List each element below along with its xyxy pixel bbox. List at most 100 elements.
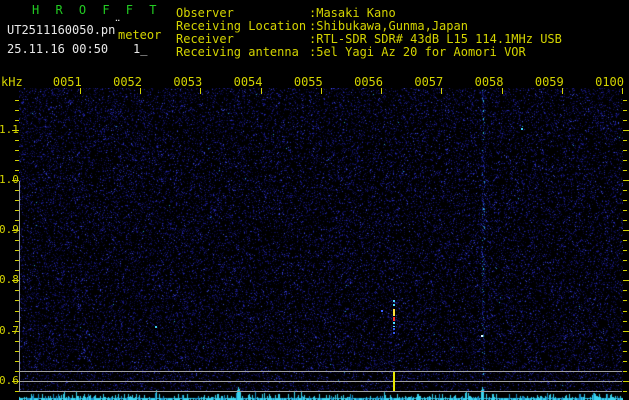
signal-speck xyxy=(481,335,483,337)
x-tick-label: 0057 xyxy=(414,75,444,89)
y-tick-right xyxy=(623,190,627,191)
x-tick-label: 0053 xyxy=(173,75,203,89)
y-tick xyxy=(12,331,19,332)
x-tick-label: 0100 xyxy=(595,75,624,89)
x-tick xyxy=(562,88,563,94)
y-tick-right xyxy=(623,260,627,261)
x-tick-label: 0051 xyxy=(52,75,82,89)
y-tick xyxy=(15,190,19,191)
y-tick-right xyxy=(623,240,627,241)
mode-label: meteor xyxy=(118,28,162,42)
x-tick-label: 0055 xyxy=(293,75,323,89)
meteor-echo-segment xyxy=(393,300,396,307)
y-axis-unit: kHz xyxy=(1,75,23,89)
y-tick xyxy=(15,200,19,201)
y-tick xyxy=(15,371,19,372)
echo-marker xyxy=(393,372,396,391)
y-tick xyxy=(15,311,19,312)
y-tick-right xyxy=(623,270,627,271)
y-tick-right xyxy=(623,170,627,171)
signal-speck xyxy=(521,128,523,130)
y-tick xyxy=(12,230,19,231)
y-tick xyxy=(15,300,19,301)
y-tick xyxy=(15,260,19,261)
plot-left-border xyxy=(19,181,20,391)
band-line xyxy=(19,381,622,382)
info-value-antenna: :5el Yagi Az 20 for Aomori VOR xyxy=(309,45,526,59)
y-tick xyxy=(15,210,19,211)
x-tick xyxy=(622,88,623,94)
y-tick xyxy=(15,270,19,271)
y-tick xyxy=(15,250,19,251)
y-tick xyxy=(15,110,19,111)
info-value-location: :Shibukawa,Gunma,Japan xyxy=(309,19,468,33)
meteor-echo-segment xyxy=(393,309,396,316)
y-tick xyxy=(12,280,19,281)
y-tick-right xyxy=(623,180,629,181)
signal-speck xyxy=(381,310,383,312)
y-tick-right xyxy=(623,110,627,111)
app-title: H R O F F T xyxy=(32,3,161,17)
y-tick-label: 1.0 xyxy=(0,173,19,186)
y-tick-right xyxy=(623,361,627,362)
x-tick xyxy=(441,88,442,94)
y-tick xyxy=(15,391,19,392)
y-tick-right xyxy=(623,321,627,322)
x-tick-label: 0056 xyxy=(354,75,383,89)
y-tick-right xyxy=(623,341,627,342)
cursor-counter: 1_ xyxy=(133,42,148,56)
y-tick-right xyxy=(623,391,627,392)
y-tick xyxy=(15,160,19,161)
y-tick-right xyxy=(623,160,627,161)
y-tick xyxy=(15,100,19,101)
y-tick xyxy=(15,150,19,151)
x-tick-label: 0054 xyxy=(233,75,263,89)
y-tick xyxy=(15,240,19,241)
y-tick-label: 0.8 xyxy=(0,273,19,287)
y-tick xyxy=(15,341,19,342)
x-tick xyxy=(321,88,322,94)
y-tick xyxy=(12,381,19,382)
y-tick-label: 0.9 xyxy=(0,223,19,237)
x-tick xyxy=(80,88,81,94)
filename-mark: ¨ xyxy=(114,18,122,32)
band-line xyxy=(19,371,622,372)
y-tick-right xyxy=(623,220,627,221)
x-tick-label: 0059 xyxy=(534,75,564,89)
y-tick-right xyxy=(623,311,627,312)
y-tick-label: 0.6 xyxy=(0,373,19,387)
y-tick-right xyxy=(623,230,629,231)
signal-speck xyxy=(155,326,157,328)
x-tick xyxy=(502,88,503,94)
datetime: 25.11.16 00:50 xyxy=(7,42,109,56)
y-tick-right xyxy=(623,300,627,301)
x-tick-label: 0052 xyxy=(113,75,142,89)
y-tick-right xyxy=(623,351,627,352)
y-tick-label: 0.7 xyxy=(0,323,19,337)
y-tick-label: 1.1 xyxy=(0,122,19,136)
y-tick xyxy=(15,351,19,352)
y-tick xyxy=(15,361,19,362)
y-tick xyxy=(15,321,19,322)
meteor-echo-segment xyxy=(393,328,396,335)
y-tick-right xyxy=(623,140,627,141)
meteor-echo-segment xyxy=(393,322,396,327)
info-label-receiver: Receiver xyxy=(176,32,234,46)
y-tick-right xyxy=(623,290,627,291)
y-tick xyxy=(15,220,19,221)
y-tick-right xyxy=(623,130,629,131)
info-label-location: Receiving Location xyxy=(176,19,307,33)
y-tick-right xyxy=(623,120,627,121)
y-tick-right xyxy=(623,280,629,281)
info-label-antenna: Receiving antenna xyxy=(176,45,299,59)
y-tick-right xyxy=(623,150,627,151)
y-tick-right xyxy=(623,250,627,251)
x-tick xyxy=(261,88,262,94)
info-value-observer: :Masaki Kano xyxy=(309,6,396,20)
y-tick xyxy=(15,170,19,171)
x-tick xyxy=(381,88,382,94)
y-tick xyxy=(15,120,19,121)
y-tick-right xyxy=(623,371,627,372)
y-tick xyxy=(12,180,19,181)
